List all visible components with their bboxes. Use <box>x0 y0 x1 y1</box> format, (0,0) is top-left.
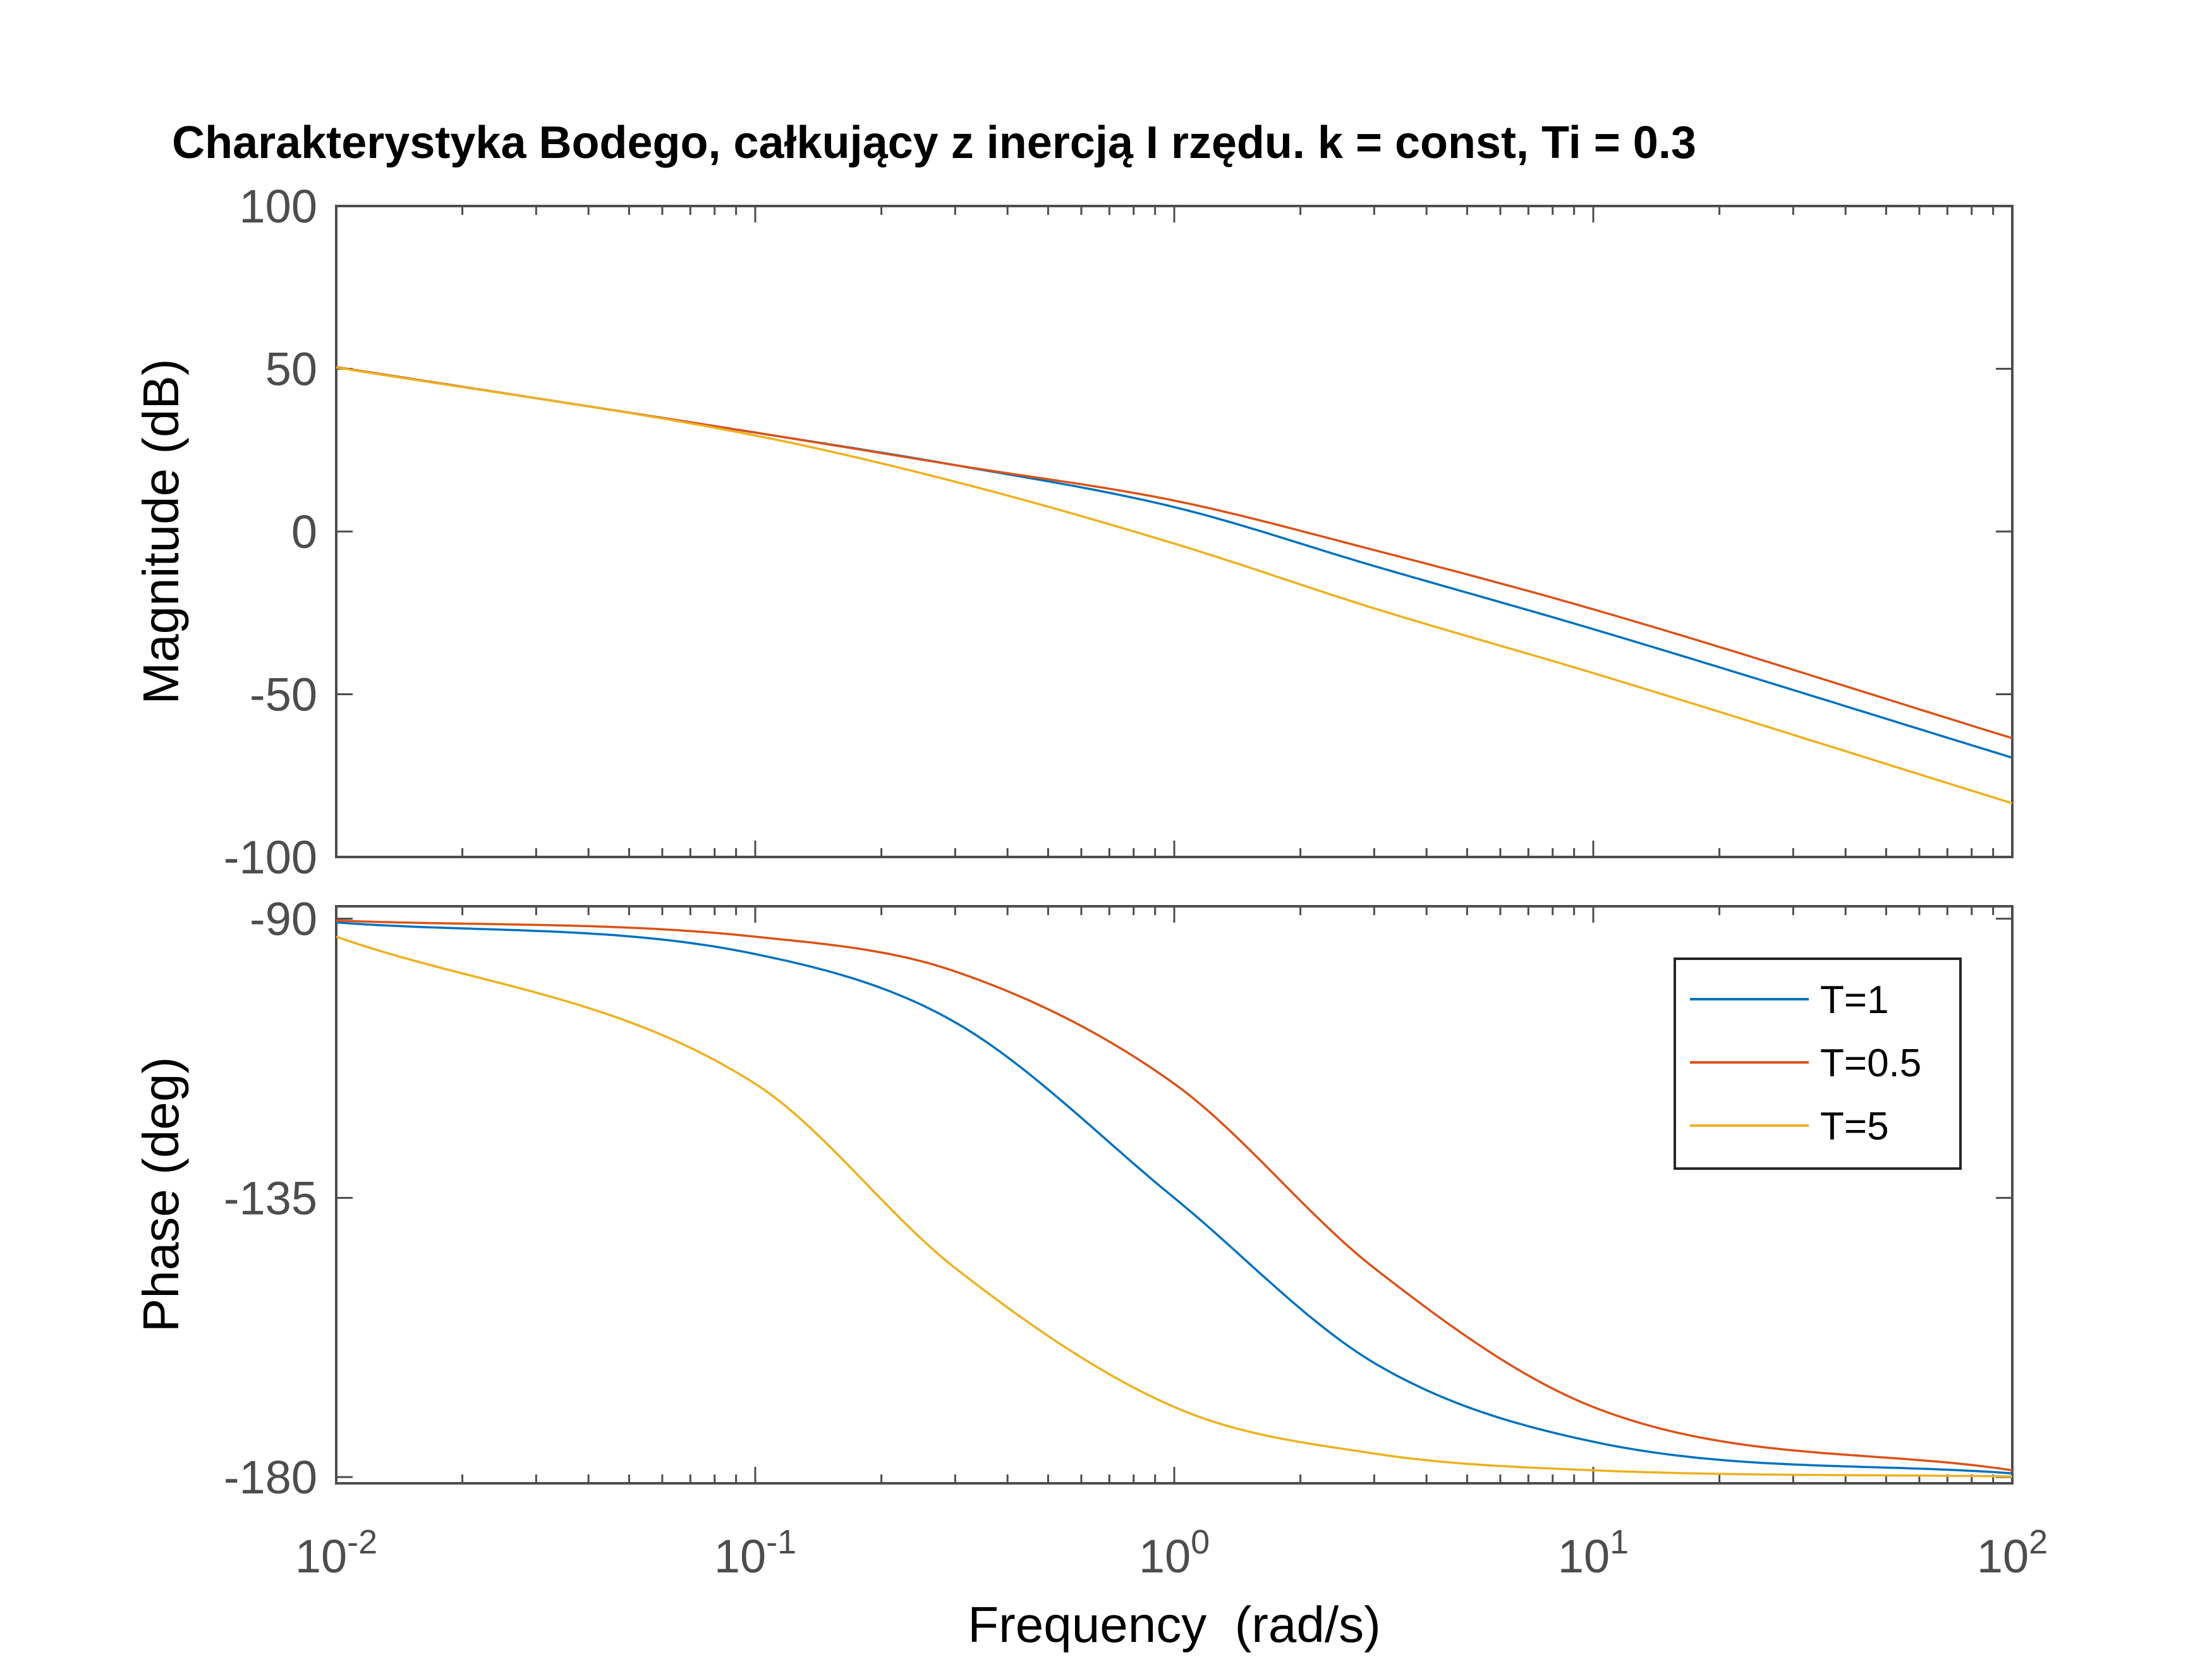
phase-line-t-0-5 <box>336 919 2013 1472</box>
phase-line-t-5 <box>336 935 2013 1478</box>
magnitude-axes <box>335 205 2014 858</box>
x-tick-label: 10-1 <box>714 1523 796 1583</box>
legend-label-t05: T=0.5 <box>1820 1042 1921 1085</box>
legend-label-t1: T=1 <box>1820 978 1889 1022</box>
y-tick-label: -100 <box>224 831 317 884</box>
magnitude-line-t-1 <box>336 366 2013 759</box>
y-tick-label: -135 <box>224 1172 317 1224</box>
x-tick-label: 10-2 <box>295 1523 377 1583</box>
phase-y-axis-label: Phase (deg) <box>133 1057 189 1332</box>
magnitude-axes-box <box>335 205 2014 858</box>
phase-line-t-1 <box>336 921 2013 1475</box>
y-tick-label: -180 <box>224 1451 317 1504</box>
y-tick-label: -50 <box>250 669 317 721</box>
legend-label-t5: T=5 <box>1820 1105 1889 1148</box>
magnitude-series <box>336 366 2013 805</box>
y-tick-label: 0 <box>291 506 317 558</box>
magnitude-line-t-5 <box>336 366 2013 805</box>
magnitude-line-t-0-5 <box>336 366 2013 739</box>
phase-series <box>336 919 2013 1478</box>
legend: T=1 T=0.5 T=5 <box>1674 957 1962 1170</box>
y-tick-label: 50 <box>265 343 317 396</box>
x-tick-label: 101 <box>1558 1523 1629 1583</box>
tick-labels: 10-2 10-1 100 101 102 100 50 0 -50 -100 -90 -135 -18… <box>224 180 2048 1583</box>
chart-title: Charakterystyka Bodego, całkujący z iner… <box>172 118 1696 168</box>
x-tick-label: 100 <box>1139 1523 1210 1583</box>
y-tick-label: 100 <box>240 180 317 233</box>
magnitude-y-axis-label: Magnitude (dB) <box>133 359 189 705</box>
x-axis-label: Frequency (rad/s) <box>968 1596 1381 1653</box>
tick-marks <box>335 205 2014 1483</box>
y-tick-label: -90 <box>250 893 317 945</box>
x-tick-label: 102 <box>1977 1523 2048 1583</box>
